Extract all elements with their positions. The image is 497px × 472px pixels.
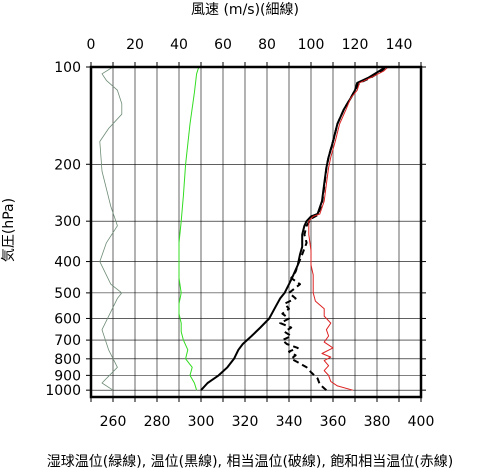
- x-top-tick-label: 80: [258, 37, 276, 53]
- x-bottom-tick-label: 360: [320, 414, 347, 430]
- y-tick-label: 700: [54, 333, 81, 349]
- bottom-tick-labels: 260 280 300 320 340 360 380 400: [100, 414, 435, 430]
- x-bottom-tick-label: 280: [144, 414, 171, 430]
- x-top-tick-label: 60: [214, 37, 232, 53]
- y-tick-label: 200: [54, 157, 81, 173]
- tick-marks: [86, 62, 426, 402]
- top-axis-label: 風速 (m/s)(細線): [191, 2, 299, 18]
- plot-series: [99, 66, 389, 391]
- x-bottom-tick-label: 320: [232, 414, 259, 430]
- x-top-tick-label: 140: [386, 37, 413, 53]
- series-line: [308, 66, 389, 391]
- plot-frame: [89, 65, 423, 399]
- y-tick-label: 600: [54, 311, 81, 327]
- series-line: [200, 66, 387, 391]
- y-tick-label: 300: [54, 214, 81, 230]
- x-top-tick-label: 0: [87, 37, 96, 53]
- x-top-tick-label: 120: [342, 37, 369, 53]
- x-bottom-tick-label: 380: [364, 414, 391, 430]
- x-bottom-tick-label: 260: [100, 414, 127, 430]
- top-tick-labels: 0 20 40 60 80 100 120 140: [87, 37, 413, 53]
- y-tick-label: 900: [54, 368, 81, 384]
- x-bottom-tick-label: 340: [276, 414, 303, 430]
- bottom-axis-label: 湿球温位(緑線), 温位(黒線), 相当温位(破線), 飽和相当温位(赤線): [47, 453, 453, 470]
- x-bottom-tick-label: 400: [408, 414, 435, 430]
- series-line: [178, 66, 200, 391]
- series-line: [99, 66, 123, 391]
- y-tick-label: 400: [54, 255, 81, 271]
- x-top-tick-label: 100: [298, 37, 325, 53]
- left-axis-label: 気圧(hPa): [1, 198, 17, 262]
- y-tick-label: 100: [54, 60, 81, 76]
- y-tick-label: 800: [54, 352, 81, 368]
- x-top-tick-label: 40: [170, 37, 188, 53]
- x-bottom-tick-label: 300: [188, 414, 215, 430]
- y-tick-label: 500: [54, 286, 81, 302]
- grid-lines: [90, 66, 422, 397]
- y-tick-label: 1000: [45, 383, 81, 399]
- x-top-tick-label: 20: [126, 37, 144, 53]
- series-line: [279, 66, 387, 391]
